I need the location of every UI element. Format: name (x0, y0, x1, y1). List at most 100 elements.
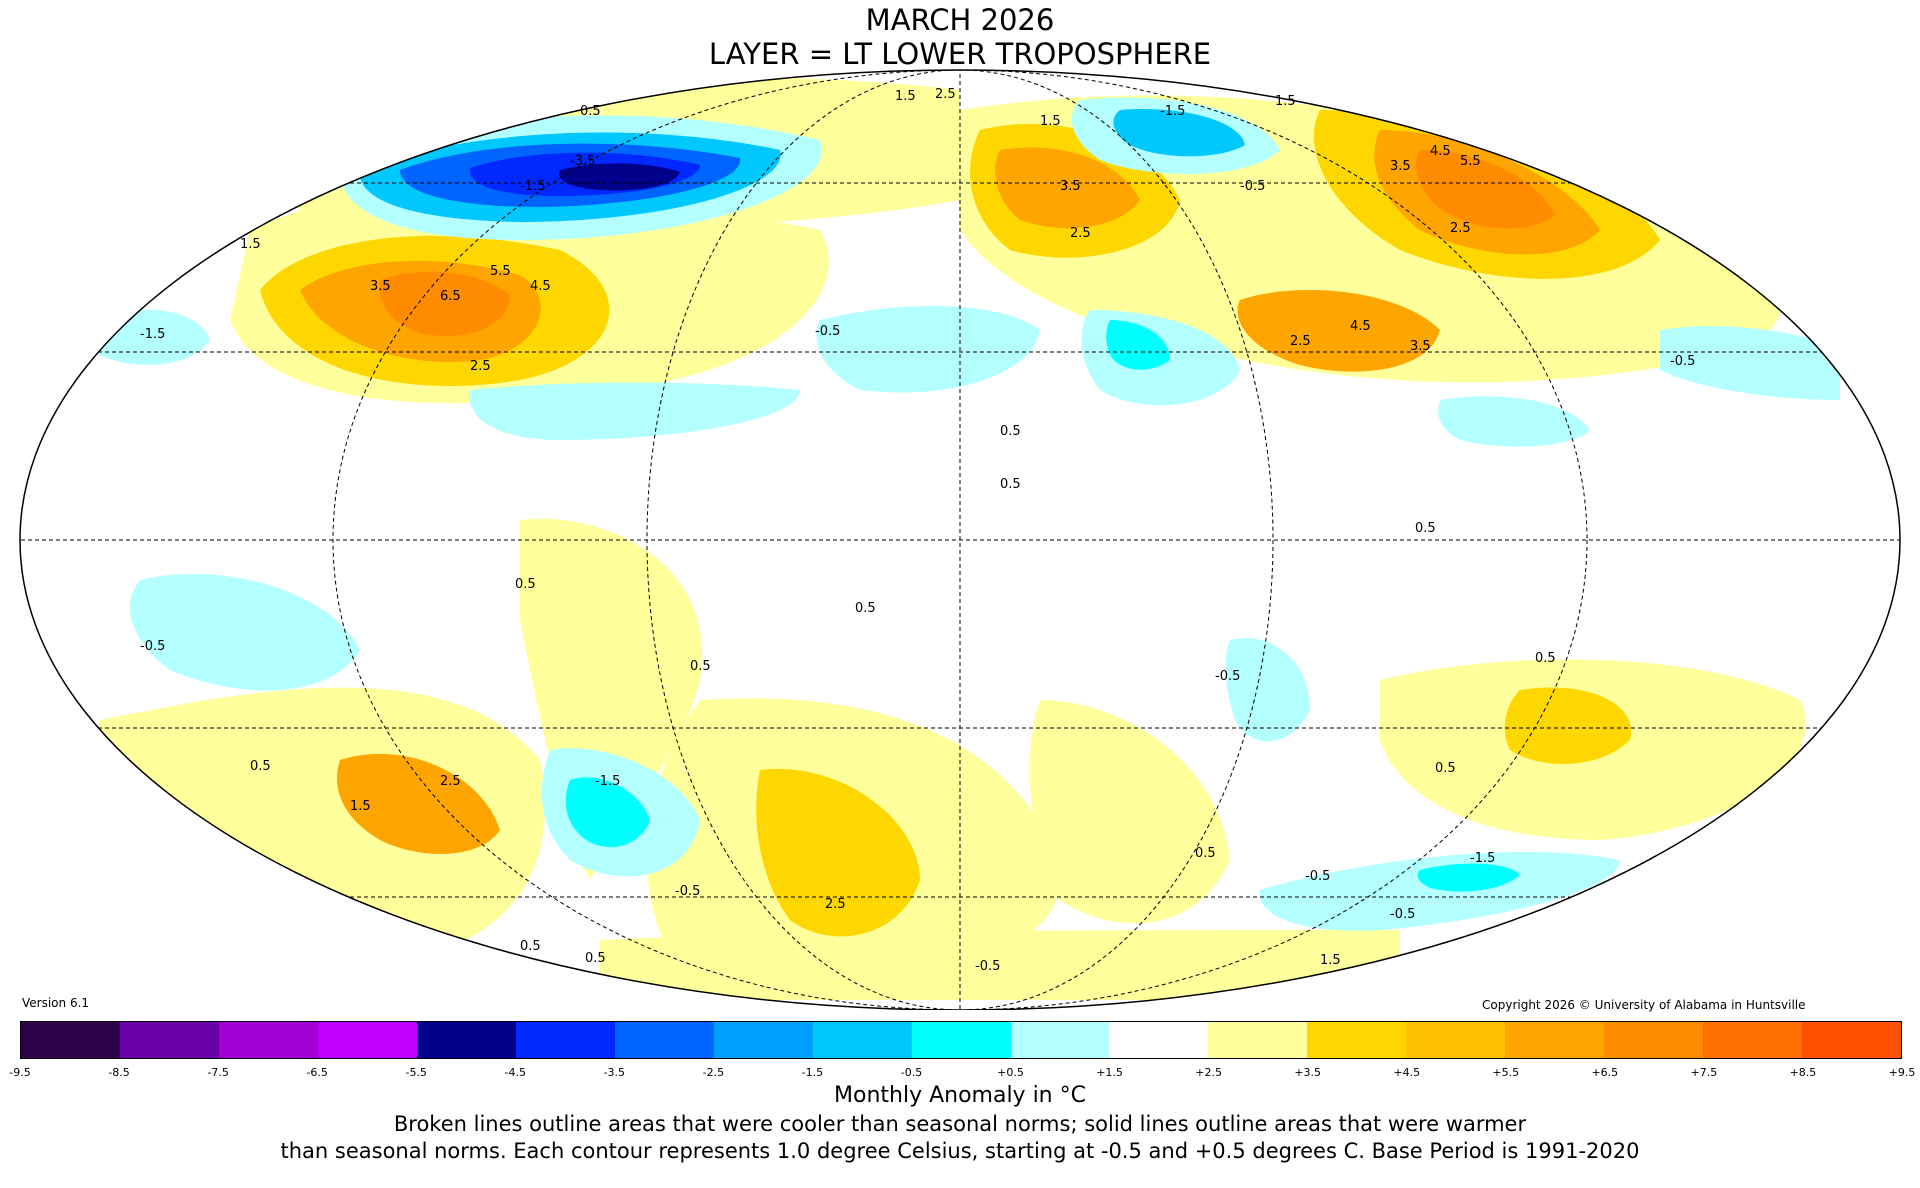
cool-region-southeast-asia (1438, 396, 1590, 447)
color-scale-tick-label: +8.5 (1789, 1066, 1817, 1079)
contour-label: 0.5 (855, 601, 876, 616)
contour-label: 2.5 (440, 774, 461, 789)
color-scale-cell (119, 1022, 219, 1058)
color-scale-tick-label: -1.5 (801, 1066, 824, 1079)
color-scale-cell (812, 1022, 912, 1058)
contour-label: 1.5 (1275, 94, 1296, 109)
contour-label: 1.5 (350, 799, 371, 814)
color-scale-cell (1802, 1022, 1902, 1058)
color-scale-cell (614, 1022, 714, 1058)
color-scale-tick-label: -6.5 (306, 1066, 328, 1079)
color-scale-tick-label: +9.5 (1888, 1066, 1916, 1079)
color-scale-cell (1703, 1022, 1803, 1058)
cool-core-chile (565, 777, 650, 847)
caption-line-2: than seasonal norms. Each contour repres… (280, 1139, 1640, 1163)
anomaly-map: 3.5 6.5 5.5 4.5 2.5 -1.5 -3.5 3.5 2.5 4.… (19, 69, 1901, 1010)
color-scale-bar (20, 1021, 1902, 1059)
cool-region-east-pacific (1660, 326, 1840, 400)
warm-core-central-asia (1237, 290, 1440, 372)
contour-label: 0.5 (1535, 651, 1556, 666)
anomaly-fields (20, 70, 1900, 1010)
warm-core-north-america-3 (379, 271, 510, 336)
contour-label: 0.5 (1435, 761, 1456, 776)
contour-label: 6.5 (440, 289, 461, 304)
cool-core-arctic-siberia (1113, 109, 1245, 157)
color-scale-cell (416, 1022, 516, 1058)
version-label: Version 6.1 (22, 996, 90, 1010)
contour-label: 2.5 (935, 87, 956, 102)
contour-label: -3.5 (570, 154, 595, 169)
contour-label: 4.5 (1430, 144, 1451, 159)
globe-outline (19, 69, 1901, 1010)
color-scale-cell (713, 1022, 813, 1058)
contour-label: -0.5 (1240, 179, 1265, 194)
contour-label: 2.5 (470, 359, 491, 374)
cool-region-caribbean (469, 382, 800, 440)
color-scale-tick-label: +5.5 (1492, 1066, 1520, 1079)
color-scale-tick-label: -9.5 (9, 1066, 31, 1079)
contour-label: 0.5 (585, 951, 606, 966)
color-scale-tick-label: -0.5 (900, 1066, 923, 1079)
color-scale-cell (1010, 1022, 1110, 1058)
copyright-label: Copyright 2026 © University of Alabama i… (1482, 998, 1806, 1012)
map-subtitle: LAYER = LT LOWER TROPOSPHERE (708, 37, 1212, 71)
color-scale-cell (911, 1022, 1011, 1058)
contour-label: 3.5 (1060, 179, 1081, 194)
color-scale-tick-label: +4.5 (1393, 1066, 1421, 1079)
color-scale-tick-label: -3.5 (603, 1066, 626, 1079)
contour-label: -1.5 (140, 327, 165, 342)
color-scale-ticks: -9.5 -8.5 -7.5 -6.5 -5.5 -4.5 -3.5 -2.5 -1.5 -0.5… (0, 1066, 1920, 1082)
contour-label: -1.5 (595, 774, 620, 789)
contour-label: -0.5 (1305, 869, 1330, 884)
contour-label: -0.5 (815, 324, 840, 339)
color-scale-tick-label: +1.5 (1096, 1066, 1123, 1079)
warm-core-australia (1504, 687, 1632, 764)
color-scale-tick-label: -5.5 (405, 1066, 427, 1079)
contour-label: 1.5 (1040, 114, 1061, 129)
cool-core-middle-east (1106, 320, 1170, 370)
contour-labels: 3.5 6.5 5.5 4.5 2.5 -1.5 -3.5 3.5 2.5 4.… (140, 87, 1695, 974)
contour-label: 0.5 (1000, 477, 1021, 492)
color-scale-cell (1406, 1022, 1506, 1058)
contour-label: 0.5 (1000, 424, 1021, 439)
color-scale-cell (1109, 1022, 1209, 1058)
color-scale-tick-label: +7.5 (1690, 1066, 1718, 1079)
cool-region-pacific-north (100, 309, 210, 365)
cool-region-southern-ocean (1259, 851, 1620, 931)
color-scale-tick-label: +0.5 (997, 1066, 1024, 1079)
contour-label: 3.5 (1410, 339, 1431, 354)
color-scale-tick-label: -8.5 (108, 1066, 130, 1079)
color-scale-cell (218, 1022, 318, 1058)
color-scale-tick-label: +3.5 (1294, 1066, 1322, 1079)
caption-line-1: Broken lines outline areas that were coo… (393, 1112, 1527, 1136)
contour-label: -0.5 (1670, 354, 1695, 369)
contour-label: 4.5 (1350, 319, 1371, 334)
contour-label: 5.5 (1460, 154, 1481, 169)
warm-core-south-pacific (336, 753, 500, 854)
contour-label: 3.5 (370, 279, 391, 294)
contour-label: -1.5 (1160, 104, 1185, 119)
warm-region-africa-south (1029, 700, 1230, 924)
contour-label: -1.5 (520, 179, 545, 194)
color-scale-cell (1604, 1022, 1704, 1058)
warm-core-siberia-3 (1416, 150, 1555, 229)
contour-label: -0.5 (1390, 907, 1415, 922)
cool-region-indian-ocean (1225, 638, 1310, 742)
cool-region-pacific-south (130, 573, 360, 691)
color-scale-cell (317, 1022, 417, 1058)
map-title: MARCH 2026 (865, 3, 1055, 37)
color-scale-tick-label: -2.5 (702, 1066, 725, 1079)
color-scale-cell (515, 1022, 615, 1058)
contour-label: -0.5 (975, 959, 1000, 974)
contour-label: 3.5 (1390, 159, 1411, 174)
contour-label: 0.5 (250, 759, 271, 774)
contour-label: 0.5 (520, 939, 541, 954)
contour-label: 2.5 (1070, 226, 1091, 241)
contour-label: 2.5 (1450, 221, 1471, 236)
color-scale-cell (1505, 1022, 1605, 1058)
color-scale-tick-label: -7.5 (207, 1066, 229, 1079)
contour-label: -1.5 (1470, 851, 1495, 866)
color-scale-tick-label: +6.5 (1591, 1066, 1619, 1079)
color-scale-cell (1208, 1022, 1308, 1058)
cool-region-north-africa (816, 306, 1040, 393)
